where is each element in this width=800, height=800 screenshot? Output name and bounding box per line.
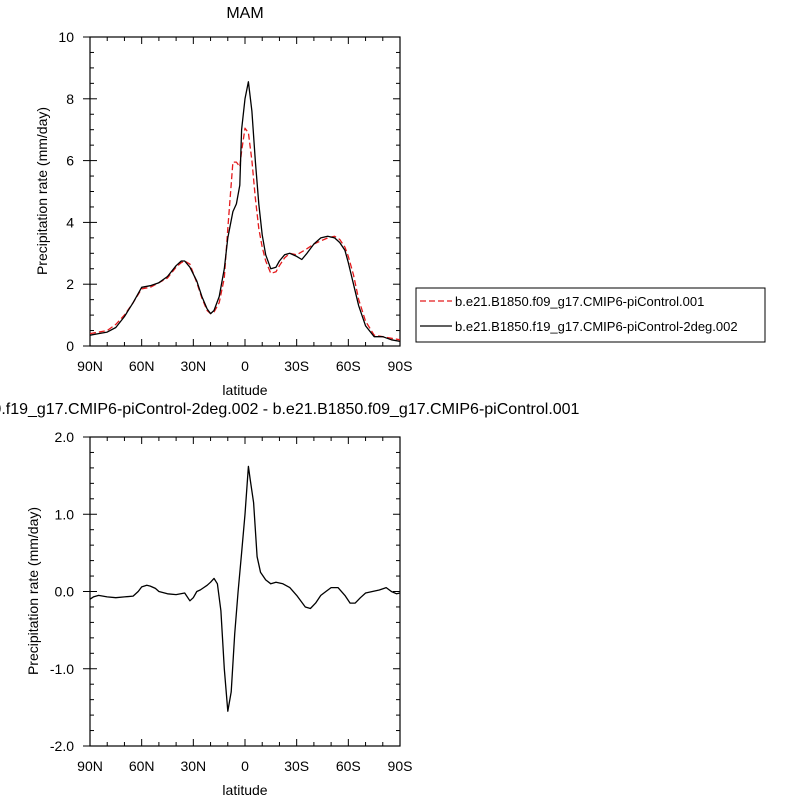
x-tick-label: 0 [241,758,249,774]
x-tick-label: 30S [284,758,309,774]
legend-box [415,287,766,343]
top-precipitation-panel: MAM 90N 60N 30N 0 30S 60S 90S 0 2 4 6 8 10 latitude… [34,5,412,398]
x-tick-label: 90S [388,758,413,774]
y-tick-label: 0.0 [55,584,75,600]
series-line-1 [89,465,401,712]
y-tick-label: -2.0 [50,738,74,754]
x-tick-label: 30N [180,758,206,774]
x-tick-label: 30S [284,358,309,374]
series-line-2 [89,81,401,343]
x-tick-label: 90N [77,358,103,374]
x-tick-label: 60N [129,758,155,774]
x-tick-label: 0 [241,358,249,374]
bottom-y-axis-title: Precipitation rate (mm/day) [25,507,41,675]
top-chart-title: MAM [226,5,263,22]
legend: b.e21.B1850.f09_g17.CMIP6-piControl.001 … [415,287,766,343]
x-tick-label: 90N [77,758,103,774]
top-x-tick-labels: 90N 60N 30N 0 30S 60S 90S [77,358,412,374]
y-tick-label: 2 [66,276,74,292]
top-x-axis-title: latitude [222,382,267,398]
y-tick-label: 10 [58,29,74,45]
y-tick-label: 2.0 [55,429,75,445]
bottom-y-tick-labels: -2.0 -1.0 0.0 1.0 2.0 [50,429,74,754]
y-tick-label: 4 [66,214,74,230]
series-line-1 [89,127,401,341]
legend-label-series-2: b.e21.B1850.f19_g17.CMIP6-piControl-2deg… [455,319,738,334]
x-tick-label: 60S [336,358,361,374]
legend-label-series-1: b.e21.B1850.f09_g17.CMIP6-piControl.001 [455,294,704,309]
x-tick-label: 90S [388,358,413,374]
bottom-plot-frame [89,436,401,747]
x-tick-label: 30N [180,358,206,374]
bottom-axis-ticks [83,436,401,747]
top-plot-frame [89,36,401,347]
top-axis-ticks [83,36,401,347]
bottom-difference-panel: b.e21.B1850.f19_g17.CMIP6-piControl-2deg… [0,401,580,798]
y-tick-label: 8 [66,91,74,107]
y-tick-label: 6 [66,153,74,169]
top-series-lines [89,81,401,343]
x-tick-label: 60S [336,758,361,774]
bottom-chart-title: b.e21.B1850.f19_g17.CMIP6-piControl-2deg… [0,401,580,418]
bottom-x-tick-labels: 90N 60N 30N 0 30S 60S 90S [77,758,412,774]
x-tick-label: 60N [129,358,155,374]
bottom-x-axis-title: latitude [222,782,267,798]
y-tick-label: 0 [66,338,74,354]
top-y-axis-title: Precipitation rate (mm/day) [34,107,50,275]
y-tick-label: -1.0 [50,661,74,677]
top-y-tick-labels: 0 2 4 6 8 10 [58,29,74,354]
bottom-series-lines [89,465,401,712]
y-tick-label: 1.0 [55,506,75,522]
